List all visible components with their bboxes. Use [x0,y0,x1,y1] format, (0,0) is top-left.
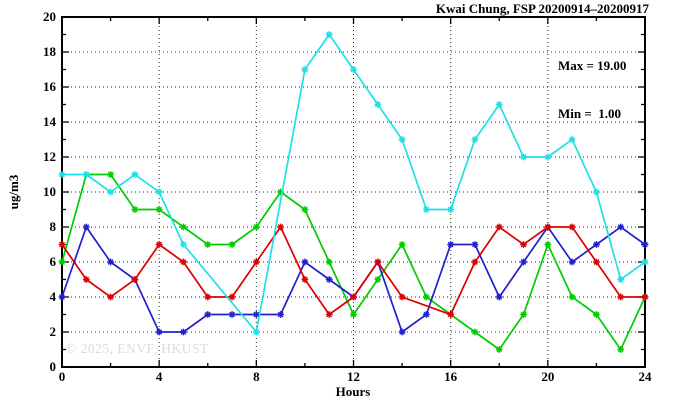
y-tick-label: 6 [49,254,57,269]
y-tick-label: 2 [49,324,57,339]
watermark: © 2025, ENVF, HKUST [66,341,209,356]
y-tick-label: 18 [43,44,56,59]
y-tick-label: 10 [43,184,56,199]
max-label: Max = 19.00 [558,58,627,73]
min-label: Min = 1.00 [558,106,622,121]
x-tick-label: 24 [638,369,652,384]
x-axis-title: Hours [335,384,371,399]
y-tick-label: 14 [43,114,56,129]
red-series-markers [58,223,649,318]
y-tick-label: 4 [49,289,57,304]
x-tick-label: 8 [253,369,260,384]
y-tick-label: 16 [43,79,56,94]
cyan-series-line [62,33,646,334]
x-tick-label: 4 [155,369,163,384]
y-tick-label: 0 [49,359,57,374]
x-tick-label: 16 [444,369,458,384]
red-series-line [61,225,645,316]
y-tick-label: 12 [43,149,56,164]
x-tick-label: 0 [58,369,66,384]
chart-title: Kwai Chung, FSP 20200914–20200917 [435,1,649,16]
plot-frame [61,16,646,368]
x-tick-label: 20 [541,369,555,384]
maxmin-annotation: Max = 19.00 Min = 1.00 [558,26,626,154]
y-tick-label: 20 [43,9,56,24]
cyan-series-markers [58,31,649,336]
y-tick-label: 8 [49,219,57,234]
x-tick-label: 12 [347,369,360,384]
